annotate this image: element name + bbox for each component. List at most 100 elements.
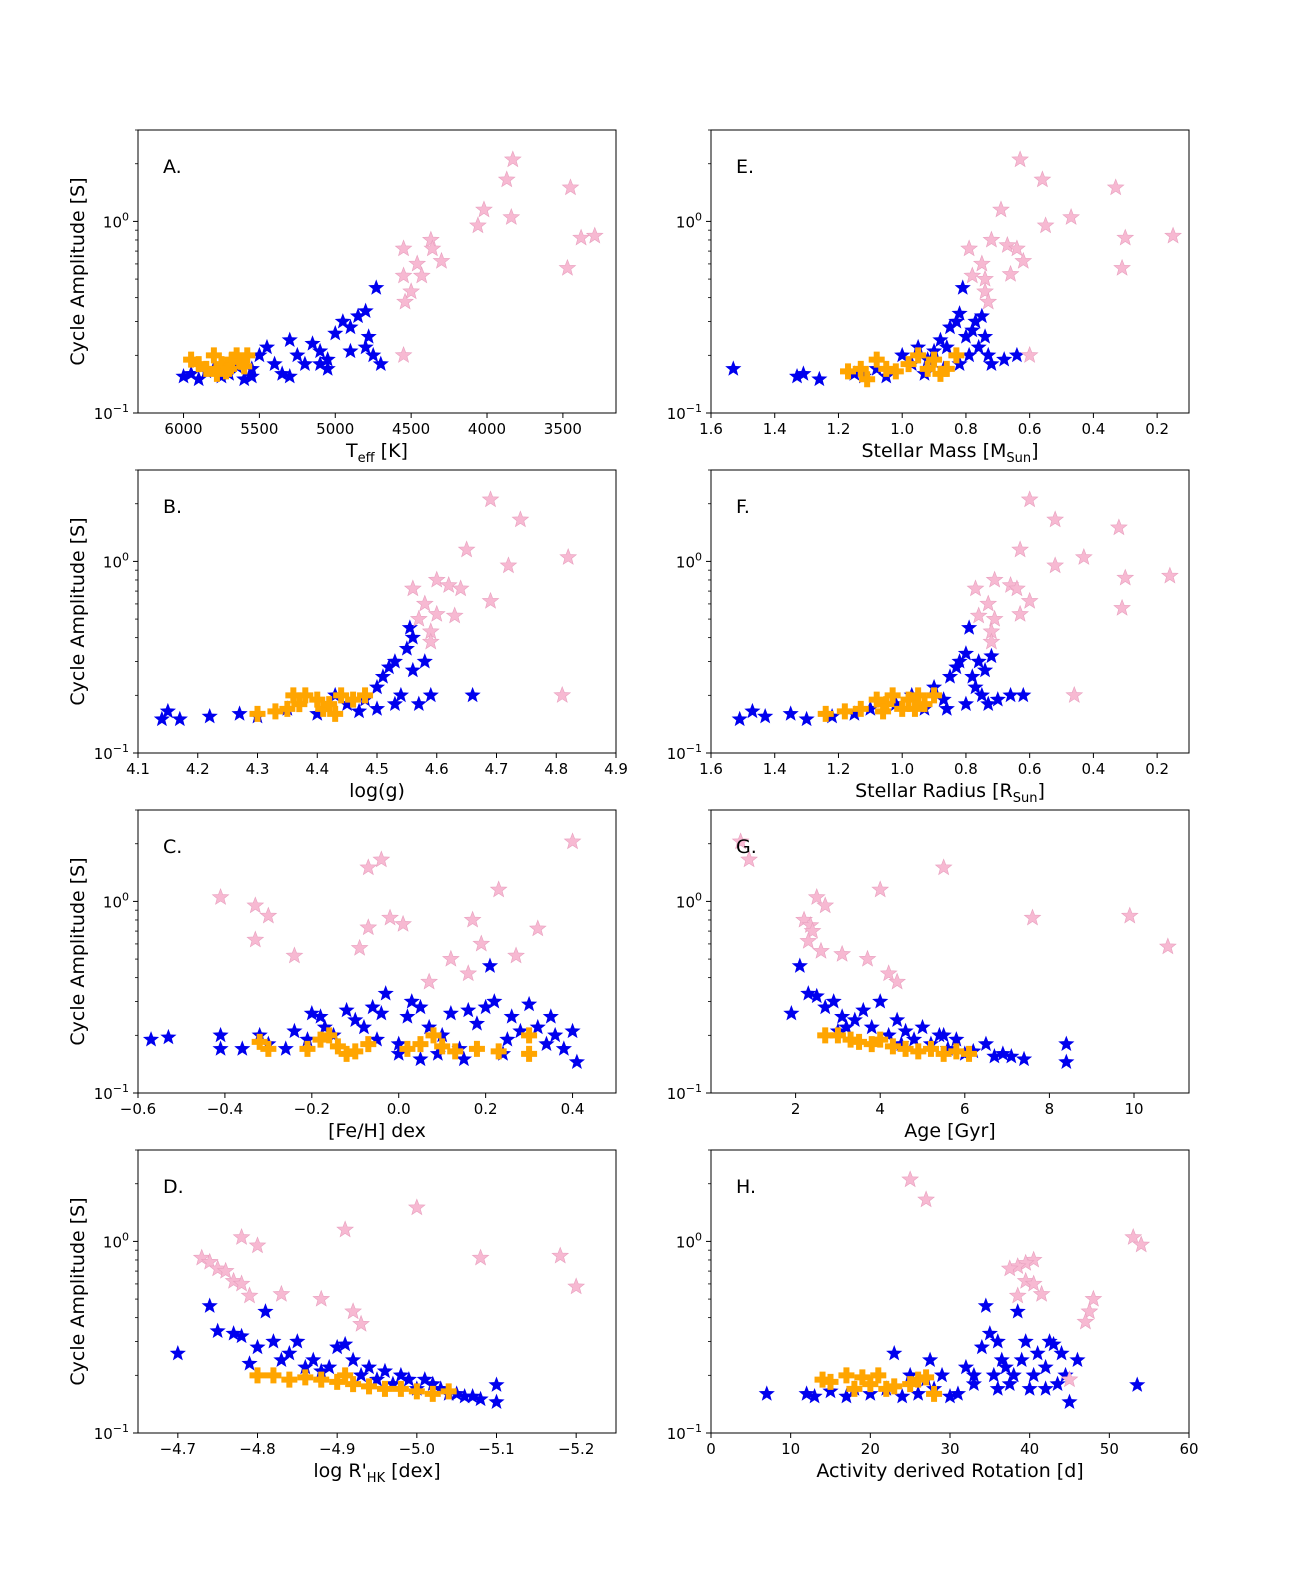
panel-e-orange-point — [926, 351, 943, 368]
panel-a-blue-point — [175, 368, 192, 384]
panel-d-orange-point — [345, 1376, 362, 1393]
panel-f-blue-point — [989, 691, 1006, 707]
panel-e-xtick-label: 1.4 — [763, 420, 787, 438]
panel-d-blue-point — [416, 1371, 433, 1387]
panel-a-blue-point — [342, 318, 359, 335]
panel-b-pink-point — [421, 632, 440, 650]
panel-e-frame — [710, 129, 1190, 414]
panel-b-series-pink — [403, 490, 578, 703]
panel-c-blue-point — [477, 998, 494, 1015]
panel-c-blue-point — [277, 1040, 294, 1056]
panel-c-pink-point — [246, 930, 265, 948]
panel-a-blue-point — [266, 355, 283, 371]
panel-c-orange-point — [360, 1036, 377, 1053]
panel-c-pink-point — [441, 949, 460, 967]
panel-h-orange-point — [854, 1369, 871, 1386]
panel-a-orange-point — [190, 356, 207, 373]
panel-f-blue-point — [973, 686, 990, 703]
panel-e-pink-point — [1033, 170, 1052, 188]
panel-a-pink-point — [402, 282, 421, 300]
panel-g-orange-point — [910, 1043, 927, 1060]
panel-g-letter: G. — [736, 836, 757, 858]
panel-d-series-pink — [192, 1198, 586, 1332]
panel-c-blue-point — [555, 1040, 572, 1056]
panel-a-pink-point — [394, 266, 413, 284]
panel-e-orange-point — [932, 365, 949, 382]
panel-f-xtick-label: 0.2 — [1145, 760, 1169, 778]
panel-c-blue-point — [468, 1015, 486, 1031]
panel-e-blue-point — [967, 313, 984, 329]
panel-d-xtick-label: −5.0 — [399, 1440, 435, 1458]
panel-e-pink-point — [992, 200, 1010, 218]
panel-b-xtick-label: 4.8 — [544, 760, 568, 778]
panel-d-blue-point — [384, 1375, 402, 1391]
panel-f-blue-point — [983, 647, 1000, 664]
panel-d-orange-point — [337, 1367, 354, 1384]
panel-f-pink-point — [1110, 518, 1128, 536]
panel-h-blue-point — [838, 1388, 855, 1404]
panel-f-xlabel: Stellar Radius [RSun] — [855, 780, 1045, 806]
panel-d-pink-point — [192, 1248, 211, 1266]
panel-h-letter: H. — [736, 1176, 756, 1198]
panel-b-pink-point — [445, 606, 464, 624]
panel-d-pink-point — [272, 1284, 291, 1302]
panel-g-orange-point — [884, 1038, 901, 1055]
panel-g-blue-point — [1058, 1035, 1075, 1051]
panel-d-blue-point — [289, 1333, 306, 1349]
panel-d-orange-point — [376, 1380, 393, 1397]
panel-f-orange-point — [852, 700, 869, 717]
panel-f-pink-point — [1011, 604, 1029, 622]
panel-g-pink-point — [888, 972, 907, 990]
panel-f: 1.6 1.4 1.2 1.0 0.8 0.6 0.4 0.2 10−1 100 F. Stellar… — [667, 469, 1190, 806]
panel-g-blue-point — [905, 1031, 923, 1047]
panel-e-pink-point — [976, 282, 994, 300]
panel-a: 6000 5500 5000 4500 4000 3500 10−1 100 A. Teff [K… — [67, 129, 617, 466]
panel-e-xlabel: Stellar Mass [MSun] — [861, 440, 1038, 466]
panel-g-blue-point — [965, 1042, 982, 1059]
panel-c-blue-point — [312, 1008, 329, 1024]
panel-c-orange-point — [521, 1045, 538, 1062]
panel-c-orange-point — [329, 1038, 346, 1055]
panel-d-blue-point — [376, 1362, 394, 1379]
panel-h-blue-point — [798, 1385, 815, 1401]
panel-e-orange-point — [887, 363, 904, 380]
panel-e-blue-point — [1008, 346, 1025, 363]
panel-e-blue-point — [855, 368, 873, 384]
panel-d-orange-point — [297, 1369, 314, 1386]
panel-f-orange-point — [884, 687, 901, 704]
panel-d-pink-point — [344, 1302, 362, 1320]
panel-e-blue-point — [983, 355, 1000, 371]
panel-g-orange-point — [935, 1045, 952, 1062]
panel-e-blue-point — [932, 331, 949, 348]
panel-f-pink-point — [969, 606, 988, 624]
panel-b-blue-point — [422, 686, 439, 703]
panel-h-blue-point — [989, 1380, 1006, 1396]
panel-h-blue-point — [1001, 1375, 1018, 1391]
panel-d-blue-point — [400, 1371, 417, 1387]
panel-f-pink-point — [985, 570, 1004, 588]
panel-h-blue-point — [933, 1366, 951, 1383]
panel-f-pink-point — [966, 579, 985, 597]
panel-f-blue-point — [957, 695, 975, 711]
panel-d-xtick-label: −4.7 — [160, 1440, 196, 1458]
panel-a-pink-point — [475, 200, 493, 218]
panel-h-pink-point — [1008, 1257, 1027, 1275]
panel-g-blue-point — [817, 998, 834, 1015]
panel-a-blue-point — [319, 360, 336, 376]
panel-e-blue-point — [948, 313, 965, 329]
panel-g-pink-point — [833, 944, 852, 962]
panel-d-orange-point — [265, 1367, 282, 1384]
panel-d-blue-point — [305, 1351, 322, 1368]
panel-e-blue-point — [964, 321, 981, 338]
panel-b-blue-point — [309, 705, 326, 721]
panel-a-orange-point — [208, 365, 225, 382]
panel-f-xtick-label: 1.4 — [763, 760, 787, 778]
panel-b-pink-point — [427, 604, 446, 622]
panel-b-xtick-label: 4.9 — [604, 760, 628, 778]
panel-d-xlabel: log R'HK [dex] — [313, 1460, 440, 1486]
panel-d-xtick-label: −5.1 — [478, 1440, 514, 1458]
panel-g-series-blue — [783, 957, 1075, 1069]
panel-c-blue-point — [460, 1001, 477, 1018]
panel-c-blue-point — [390, 1045, 407, 1061]
panel-f-blue-point — [925, 678, 943, 695]
